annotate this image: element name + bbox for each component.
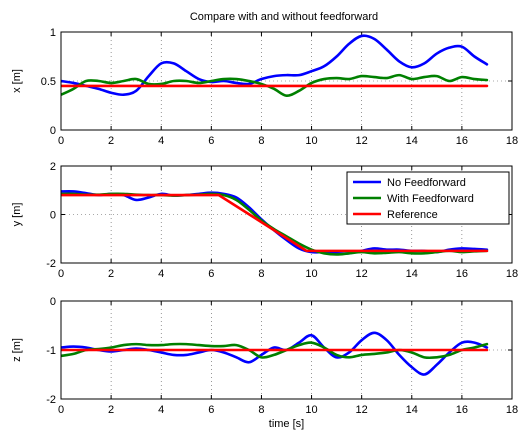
y-tick-label: -1 xyxy=(46,345,56,357)
series-group xyxy=(61,190,489,256)
x-tick-label: 0 xyxy=(58,135,64,147)
x-tick-label: 14 xyxy=(406,404,418,416)
x-tick-label: 10 xyxy=(305,135,317,147)
x-tick-label: 0 xyxy=(58,268,64,280)
legend-label: With Feedforward xyxy=(387,193,474,205)
x-tick-label: 6 xyxy=(208,135,214,147)
x-tick-label: 16 xyxy=(456,404,468,416)
x-tick-label: 16 xyxy=(456,268,468,280)
series-group xyxy=(61,331,489,376)
x-tick-label: 16 xyxy=(456,135,468,147)
x-tick-label: 10 xyxy=(305,404,317,416)
plot-border xyxy=(60,31,513,131)
x-tick-label: 4 xyxy=(158,268,164,280)
x-tick-label: 8 xyxy=(258,268,264,280)
x-tick-label: 18 xyxy=(506,268,518,280)
x-tick-label: 18 xyxy=(506,135,518,147)
subplot-3: 0 2 4 6 8 10 12 14 16 18 -2 -1 0 z [m] time [s] xyxy=(11,296,518,430)
x-tick-label: 2 xyxy=(108,268,114,280)
x-tick-label: 2 xyxy=(108,135,114,147)
series-group xyxy=(61,34,489,98)
y-tick-label: -2 xyxy=(46,394,56,406)
legend: No Feedforward With Feedforward Reference xyxy=(346,171,510,225)
x-tick-label: 0 xyxy=(58,404,64,416)
x-tick-label: 12 xyxy=(356,404,368,416)
x-tick-label: 4 xyxy=(158,135,164,147)
series-line-2 xyxy=(61,73,489,98)
x-tick-label: 4 xyxy=(158,404,164,416)
y-tick-label: 0 xyxy=(50,125,56,137)
x-tick-label: 8 xyxy=(258,404,264,416)
y-tick-label: 0 xyxy=(50,210,56,222)
y-tick-label: 0 xyxy=(50,296,56,308)
x-tick-label: 12 xyxy=(356,268,368,280)
y-tick-label: -2 xyxy=(46,258,56,270)
x-tick-label: 12 xyxy=(356,135,368,147)
series-line-1 xyxy=(61,34,489,97)
x-tick-label: 18 xyxy=(506,404,518,416)
x-tick-label: 14 xyxy=(406,268,418,280)
plot-border xyxy=(60,165,513,264)
y-tick-label: 0.5 xyxy=(41,76,56,88)
x-tick-label: 8 xyxy=(258,135,264,147)
x-tick-label: 6 xyxy=(208,404,214,416)
plot-border xyxy=(60,300,513,400)
y-tick-label: 1 xyxy=(50,27,56,39)
x-tick-label: 14 xyxy=(406,135,418,147)
y-axis-label: z [m] xyxy=(11,338,23,362)
y-tick-label: 2 xyxy=(50,161,56,173)
x-axis-label: time [s] xyxy=(269,418,304,430)
x-tick-label: 6 xyxy=(208,268,214,280)
series-line-3 xyxy=(61,193,489,253)
y-axis-label: x [m] xyxy=(11,69,23,93)
subplot-1: 0 2 4 6 8 10 12 14 16 18 0 0.5 1 x [m] xyxy=(11,27,518,147)
legend-label: Reference xyxy=(387,209,438,221)
y-axis-label: y [m] xyxy=(11,203,23,227)
x-tick-label: 10 xyxy=(305,268,317,280)
x-tick-label: 2 xyxy=(108,404,114,416)
legend-label: No Feedforward xyxy=(387,177,466,189)
plot-area xyxy=(60,31,513,131)
figure-title: Compare with and without feedforward xyxy=(190,11,378,23)
series-line-2 xyxy=(61,341,489,360)
